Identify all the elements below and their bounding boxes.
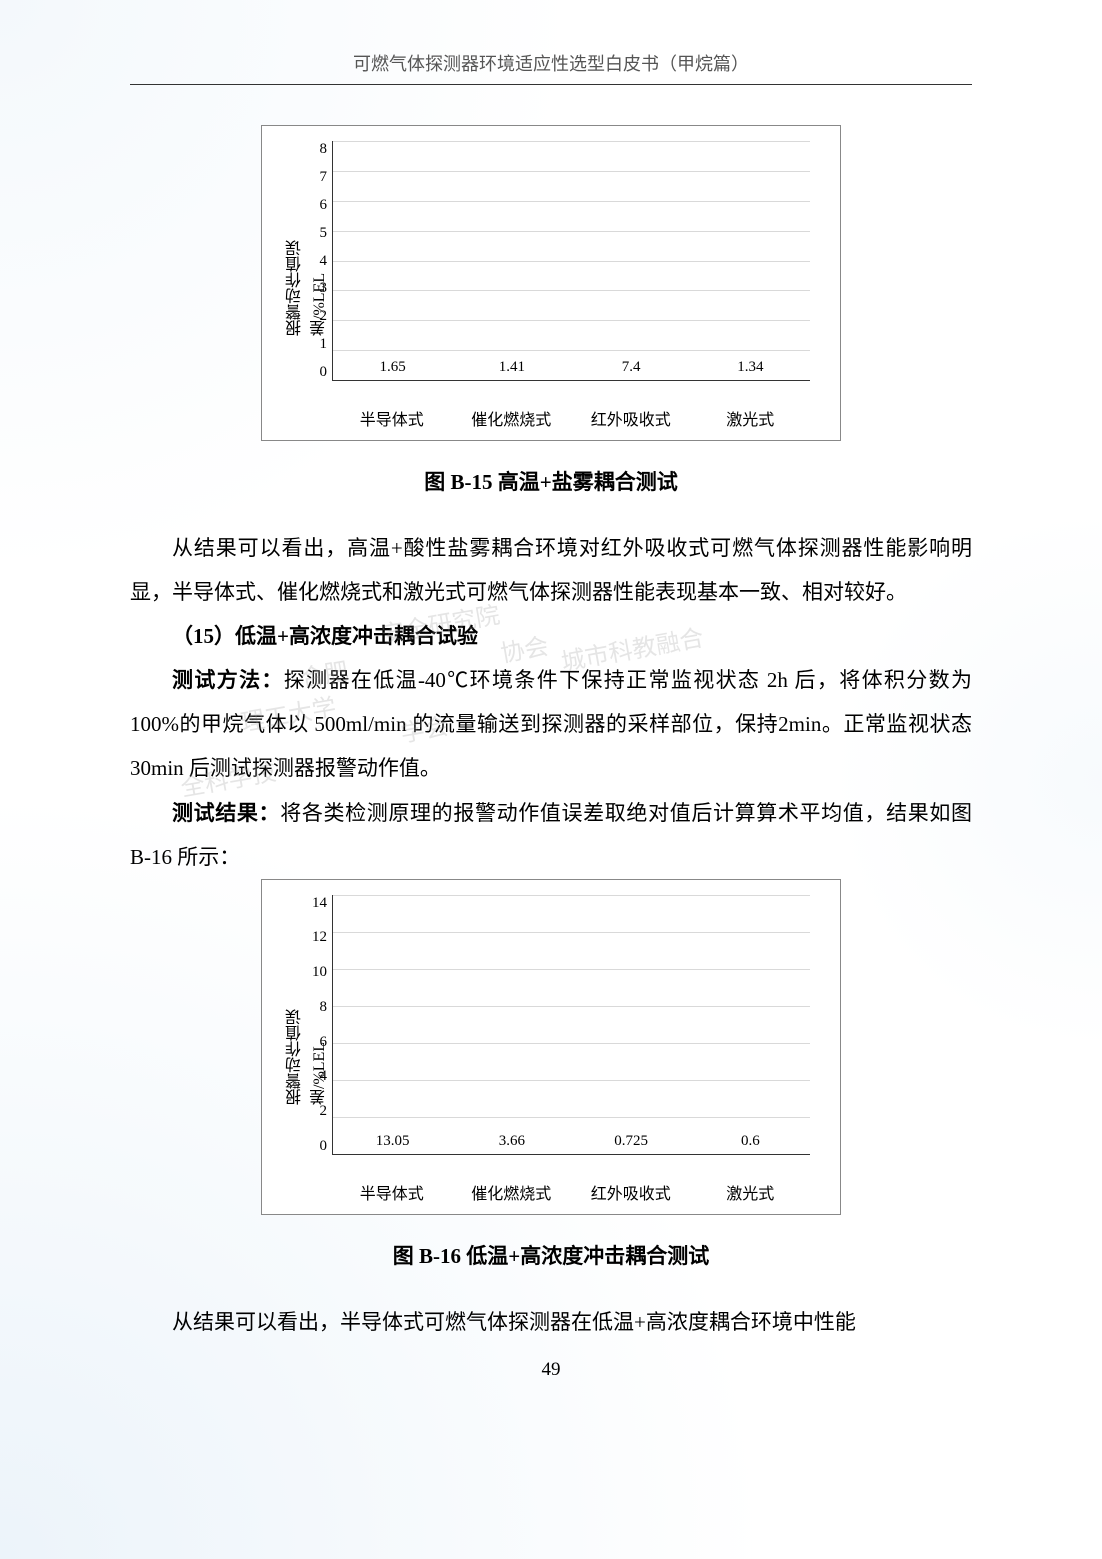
ytick: 4 — [302, 253, 327, 270]
ytick: 12 — [302, 929, 327, 946]
para2-label: 测试方法： — [172, 668, 284, 692]
paragraph-4: 从结果可以看出，半导体式可燃气体探测器在低温+高浓度耦合环境中性能 — [130, 1300, 972, 1344]
caption-b16: 图 B-16 低温+高浓度冲击耦合测试 — [130, 1240, 972, 1270]
xlabel: 红外吸收式 — [578, 406, 683, 430]
document-header: 可燃气体探测器环境适应性选型白皮书（甲烷篇） — [130, 50, 972, 85]
page-content: 可燃气体探测器环境适应性选型白皮书（甲烷篇） 报警动作值误差/%LEL 0 1 … — [130, 50, 972, 1381]
ytick: 14 — [302, 895, 327, 912]
ytick: 3 — [302, 280, 327, 297]
ytick: 0 — [302, 1138, 327, 1155]
chart-b15: 报警动作值误差/%LEL 0 1 2 3 4 5 6 7 8 — [261, 125, 841, 441]
ytick: 2 — [302, 1103, 327, 1120]
chart-b16: 报警动作值误差/%LEL 0 2 4 6 8 10 12 14 — [261, 879, 841, 1215]
ytick: 6 — [302, 1034, 327, 1051]
chart-b15-area: 报警动作值误差/%LEL 0 1 2 3 4 5 6 7 8 — [332, 141, 820, 401]
xlabel: 催化燃烧式 — [459, 406, 564, 430]
ytick: 6 — [302, 197, 327, 214]
ytick: 4 — [302, 1068, 327, 1085]
bar-value-label: 13.05 — [376, 1133, 410, 1150]
bar-value-label: 3.66 — [499, 1133, 525, 1150]
page-number: 49 — [130, 1359, 972, 1381]
bar-value-label: 1.34 — [737, 359, 763, 376]
chart-b16-yticks: 0 2 4 6 8 10 12 14 — [302, 895, 327, 1155]
chart-b16-plot: 13.05 3.66 0.725 0.6 — [332, 895, 810, 1155]
chart-b16-xlabels: 半导体式 催化燃烧式 红外吸收式 激光式 — [332, 1180, 810, 1204]
bar-value-label: 1.65 — [380, 359, 406, 376]
chart-b16-bars: 13.05 3.66 0.725 0.6 — [333, 895, 810, 1154]
bar-value-label: 0.725 — [614, 1133, 648, 1150]
paragraph-3: 测试结果：将各类检测原理的报警动作值误差取绝对值后计算算术平均值，结果如图 B-… — [130, 791, 972, 879]
ytick: 8 — [302, 141, 327, 158]
caption-b15: 图 B-15 高温+盐雾耦合测试 — [130, 466, 972, 496]
bar-value-label: 7.4 — [622, 359, 641, 376]
chart-b15-xlabels: 半导体式 催化燃烧式 红外吸收式 激光式 — [332, 406, 810, 430]
section-heading-15: （15）低温+高浓度冲击耦合试验 — [130, 614, 972, 658]
xlabel: 红外吸收式 — [578, 1180, 683, 1204]
xlabel: 半导体式 — [339, 1180, 444, 1204]
xlabel: 半导体式 — [339, 406, 444, 430]
chart-b15-yticks: 0 1 2 3 4 5 6 7 8 — [302, 141, 327, 381]
ytick: 2 — [302, 308, 327, 325]
ytick: 1 — [302, 336, 327, 353]
xlabel: 催化燃烧式 — [459, 1180, 564, 1204]
chart-b16-area: 报警动作值误差/%LEL 0 2 4 6 8 10 12 14 — [332, 895, 820, 1175]
xlabel: 激光式 — [698, 1180, 803, 1204]
ytick: 0 — [302, 364, 327, 381]
paragraph-2: 测试方法：探测器在低温-40℃环境条件下保持正常监视状态 2h 后，将体积分数为… — [130, 658, 972, 790]
ytick: 7 — [302, 169, 327, 186]
paragraph-1: 从结果可以看出，高温+酸性盐雾耦合环境对红外吸收式可燃气体探测器性能影响明显，半… — [130, 526, 972, 614]
ytick: 8 — [302, 999, 327, 1016]
bar-value-label: 0.6 — [741, 1133, 760, 1150]
ytick: 10 — [302, 964, 327, 981]
xlabel: 激光式 — [698, 406, 803, 430]
bar-value-label: 1.41 — [499, 359, 525, 376]
ytick: 5 — [302, 225, 327, 242]
chart-b15-plot: 1.65 1.41 7.4 1.34 — [332, 141, 810, 381]
chart-b15-bars: 1.65 1.41 7.4 1.34 — [333, 141, 810, 380]
para3-label: 测试结果： — [172, 801, 280, 825]
